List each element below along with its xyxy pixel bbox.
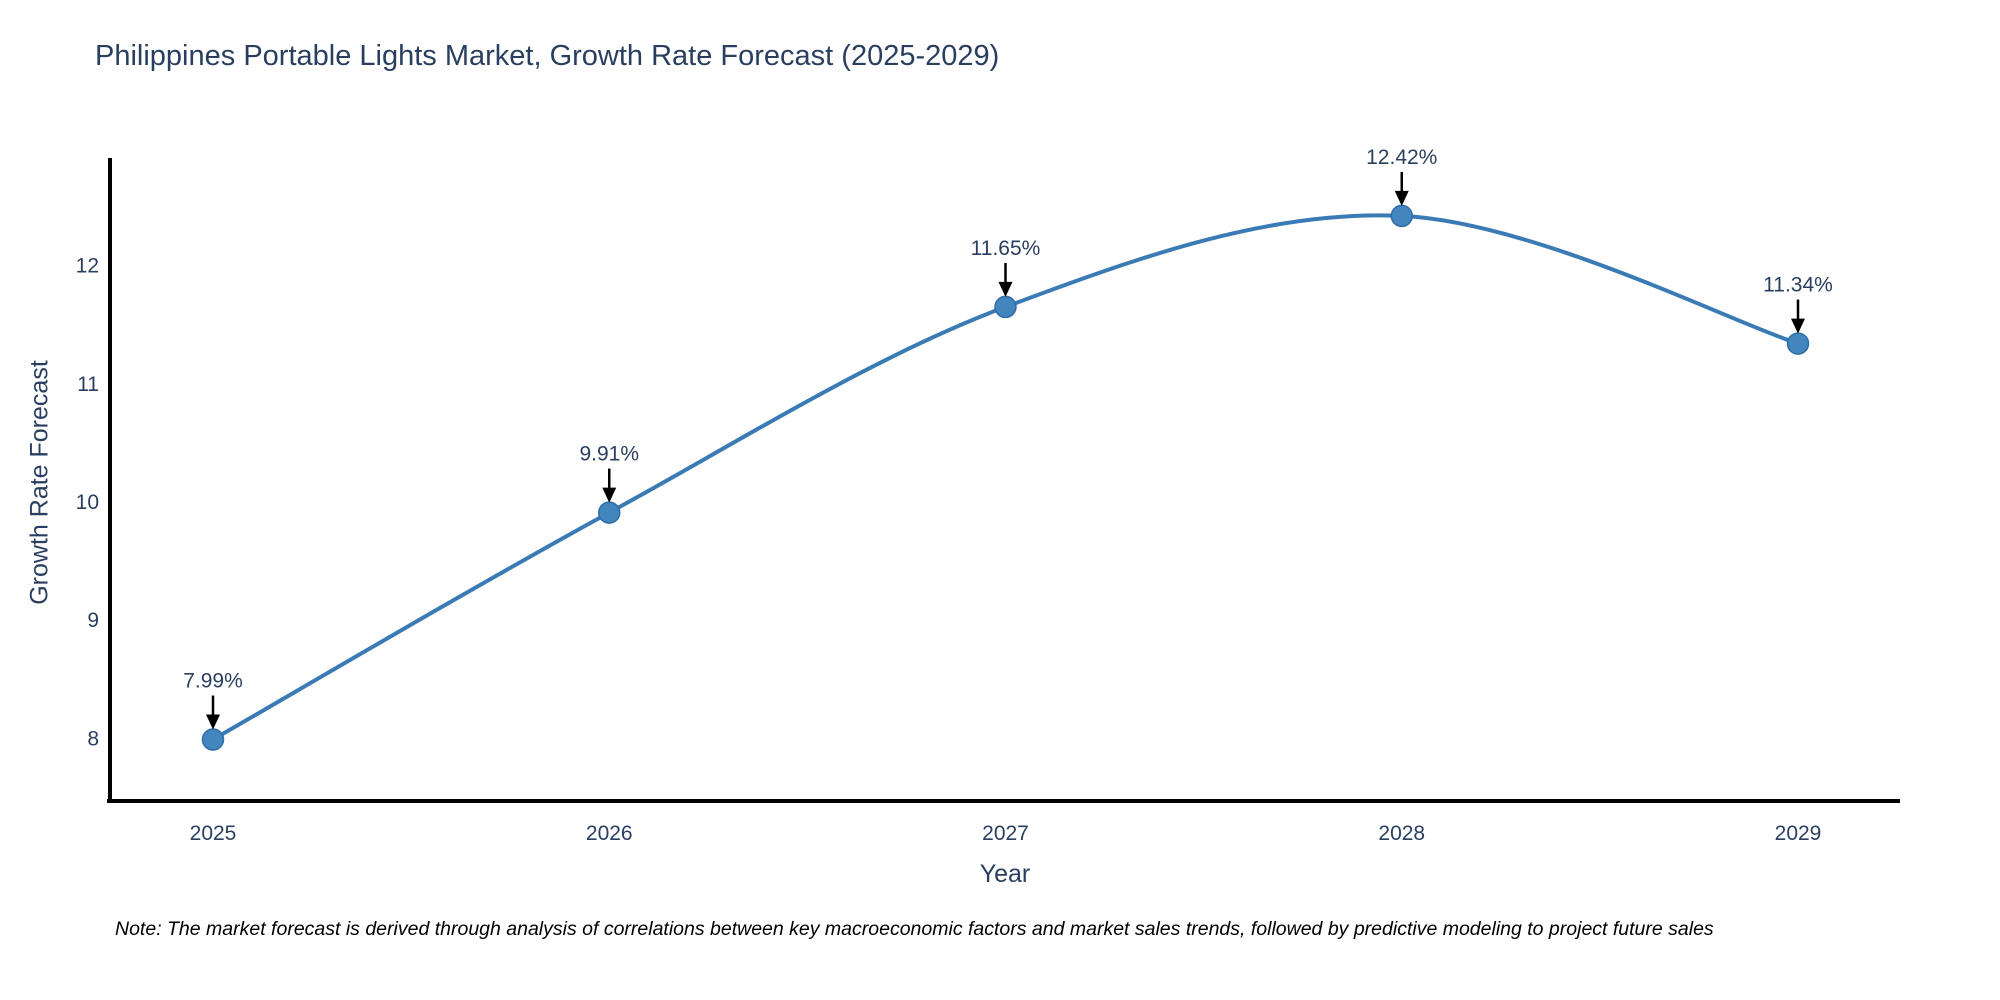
data-point-2028[interactable]	[1390, 204, 1413, 228]
data-point-label-2028: 12.42%	[1366, 146, 1437, 169]
y-tick-label-8: 8	[87, 727, 99, 750]
data-point-2025[interactable]	[201, 728, 225, 751]
footnote-text: Note: The market forecast is derived thr…	[115, 918, 1714, 940]
data-point-2027[interactable]	[994, 295, 1017, 319]
annotation-arrowhead	[206, 714, 220, 730]
y-tick-label-12: 12	[76, 255, 99, 278]
data-point-label-2029: 11.34%	[1763, 274, 1833, 297]
x-axis-title: Year	[979, 860, 1031, 888]
x-tick-label-2029: 2029	[1775, 822, 1822, 845]
data-point-label-2025: 7.99%	[183, 670, 243, 693]
annotation-arrowhead	[602, 487, 617, 503]
x-tick-label-2027: 2027	[982, 822, 1029, 845]
x-tick-label-2028: 2028	[1378, 822, 1425, 845]
x-tick-label-2025: 2025	[190, 822, 237, 845]
y-axis-title: Growth Rate Forecast	[25, 360, 54, 605]
y-tick-label-11: 11	[77, 373, 99, 396]
y-tick-label-10: 10	[76, 491, 99, 514]
data-point-label-2026: 9.91%	[579, 443, 639, 466]
annotation-arrowhead	[998, 281, 1013, 297]
data-point-2029[interactable]	[1786, 332, 1810, 355]
y-tick-label-9: 9	[87, 609, 99, 632]
annotation-arrowhead	[1791, 318, 1805, 334]
chart-title: Philippines Portable Lights Market, Grow…	[95, 40, 1000, 72]
data-point-2026[interactable]	[598, 501, 621, 524]
data-point-label-2027: 11.65%	[971, 237, 1041, 260]
annotation-arrowhead	[1394, 190, 1409, 206]
x-tick-label-2026: 2026	[586, 822, 633, 845]
